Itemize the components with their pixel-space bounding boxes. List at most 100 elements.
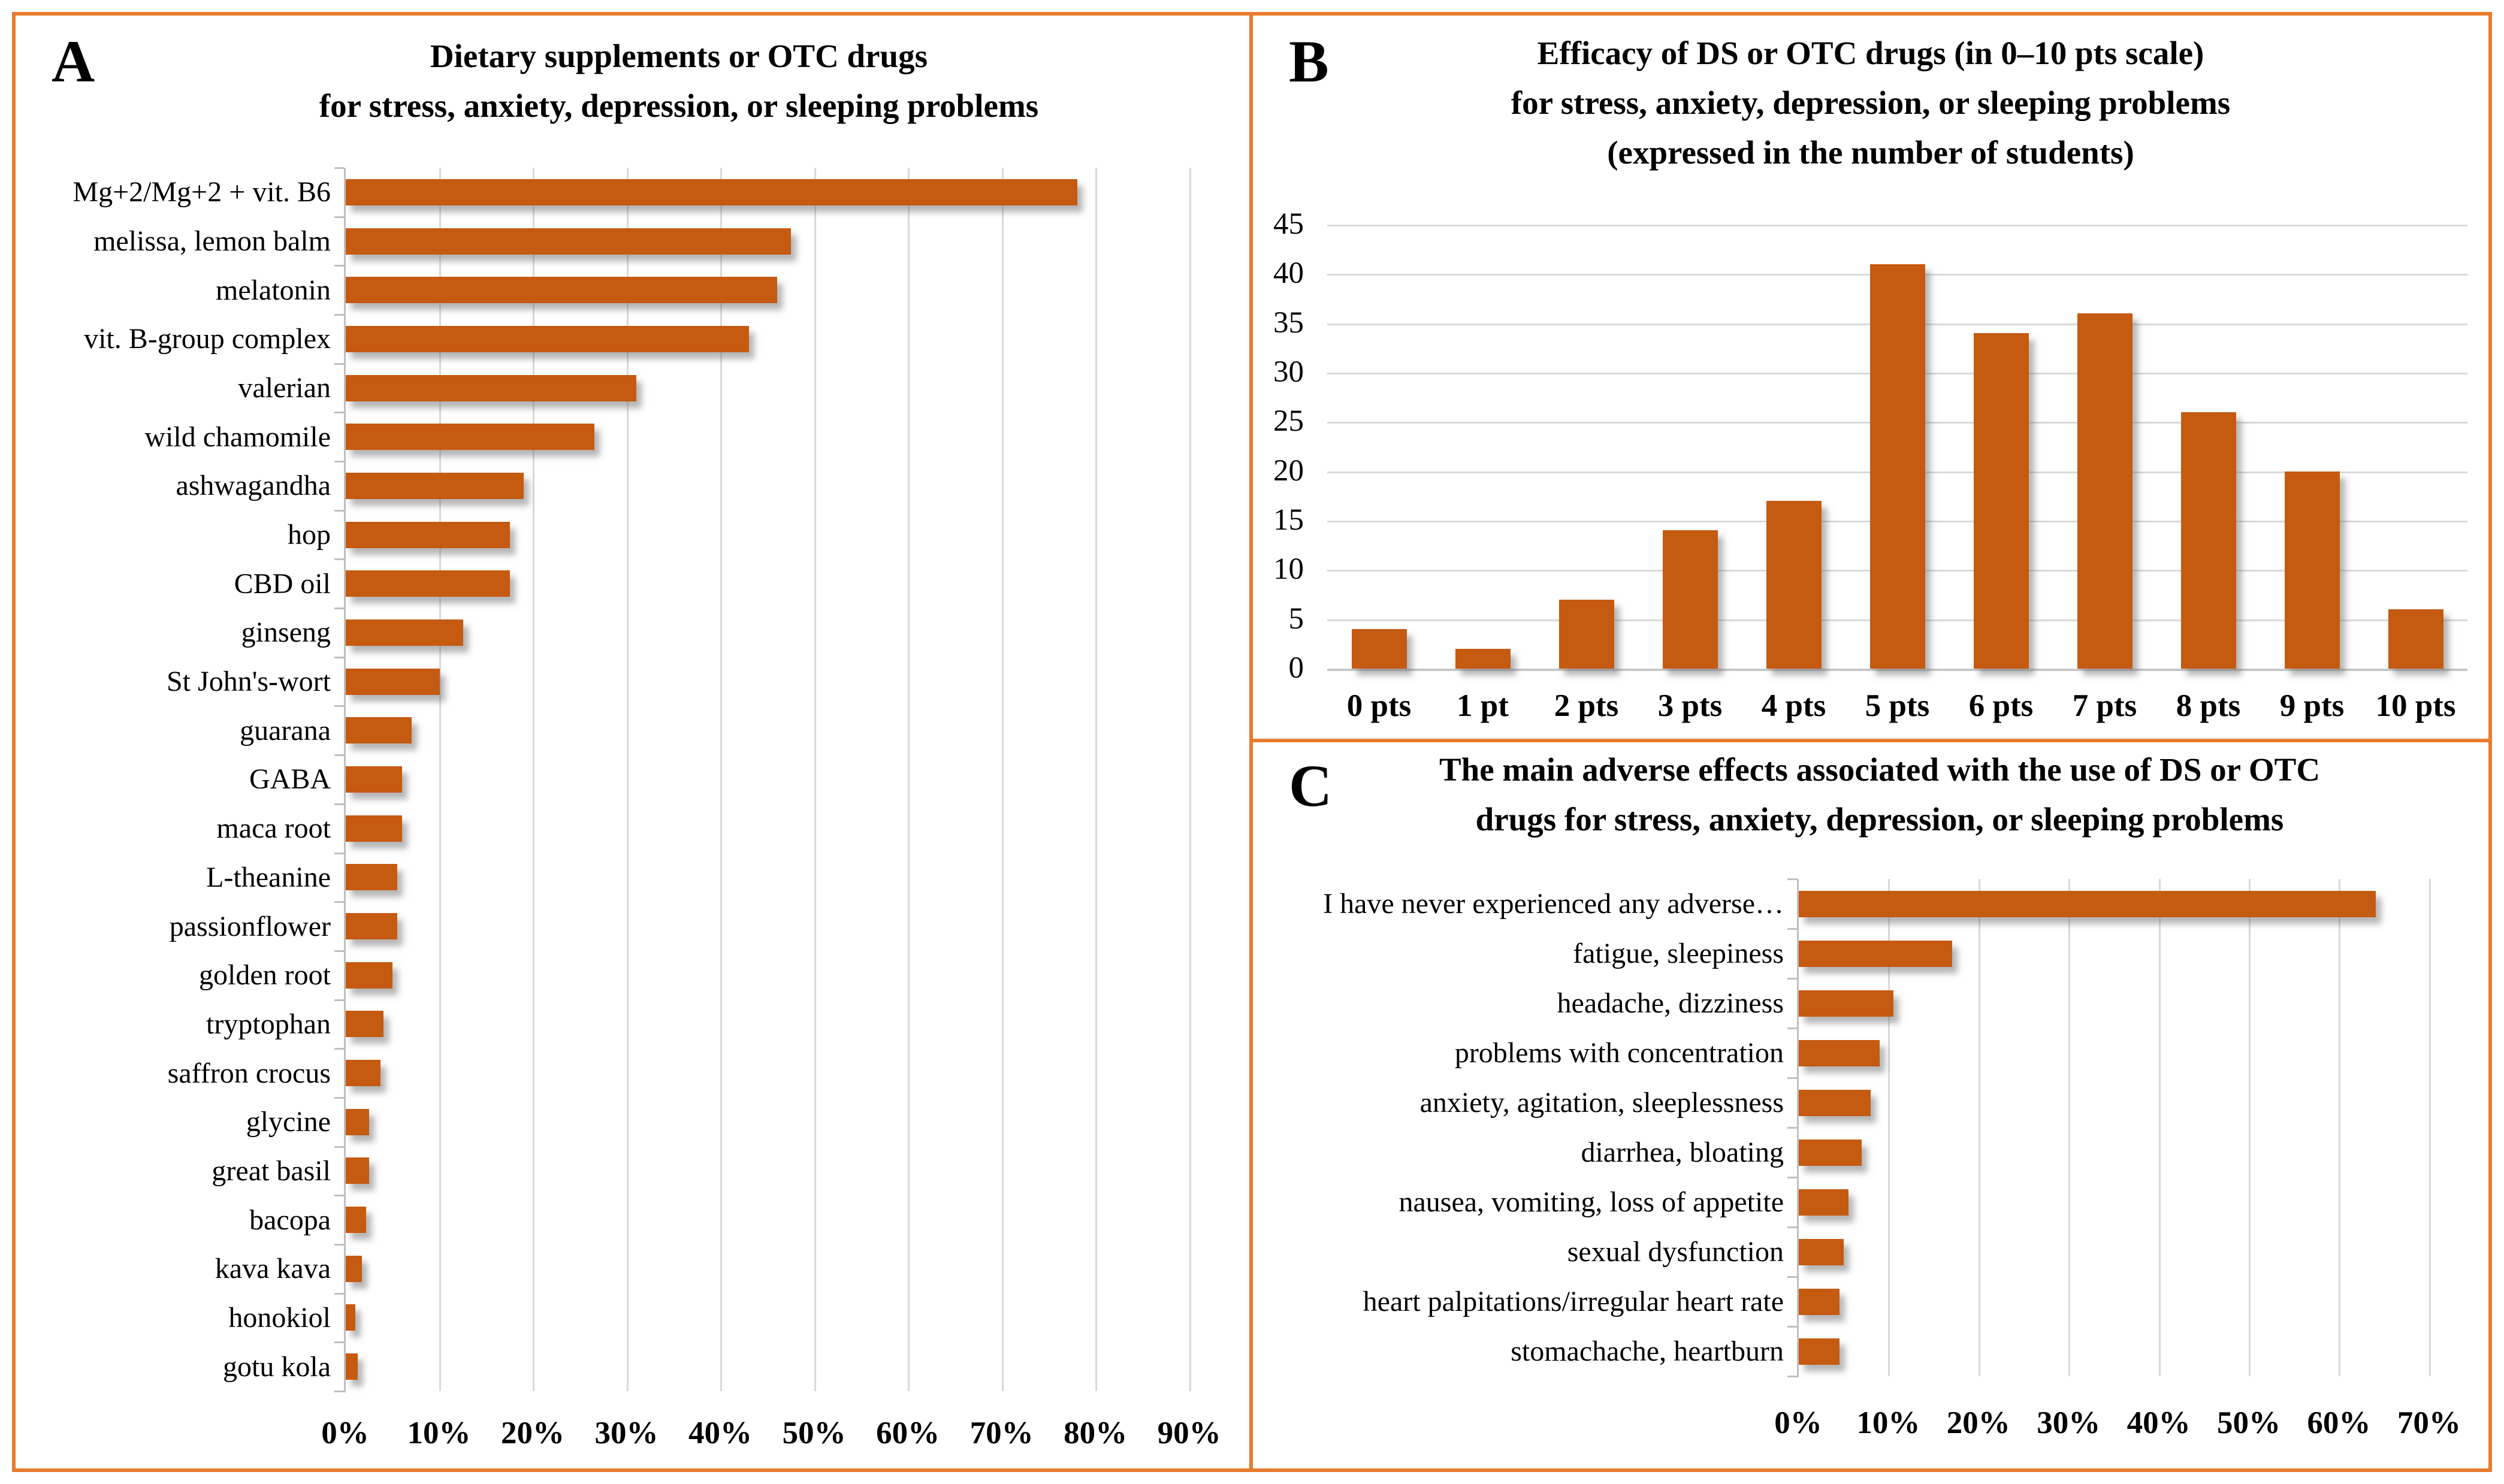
value-bar [1766,501,1822,669]
category-label: L-theanine [206,861,331,893]
x-axis-tick-label: 1 pt [1457,688,1509,723]
category-label: ashwagandha [176,470,331,502]
x-axis-tick-label: 50% [782,1416,846,1450]
category-label: sexual dysfunction [1567,1236,1784,1268]
x-axis-tick-label: 30% [2037,1406,2101,1440]
category-label: kava kava [215,1253,331,1285]
x-axis-tick-label: 6 pts [1968,688,2034,723]
axis-tick-mark [334,167,344,169]
category-label: saffron crocus [167,1057,331,1089]
x-axis-tick-label: 20% [501,1416,565,1450]
value-bar [346,668,440,695]
value-bar [1799,1139,1862,1166]
axis-tick-mark [334,1292,344,1295]
gridline [1001,168,1004,1391]
axis-tick-mark [334,558,344,561]
axis-tick-mark [1787,1226,1797,1228]
axis-tick-mark [334,607,344,610]
value-bar [346,815,402,842]
y-axis-tick-label: 15 [1273,503,1304,537]
value-bar [346,1157,370,1184]
value-bar [1799,1089,1871,1116]
axis-tick-mark [334,852,344,854]
value-bar [1973,333,2029,669]
x-axis-tick-label: 3 pts [1657,688,1723,723]
y-axis-tick-label: 0 [1288,651,1304,685]
figure-frame: A Dietary supplements or OTC drugs for s… [12,12,2492,1472]
value-bar [1351,629,1407,669]
value-bar [1799,1238,1844,1265]
value-bar [1662,530,1718,669]
category-label: headache, dizziness [1557,987,1784,1019]
x-axis-tick-label: 80% [1064,1416,1128,1450]
axis-tick-mark [334,705,344,708]
category-label: GABA [249,763,331,796]
y-axis-line [344,168,346,1392]
value-bar [1799,890,2376,917]
category-label: Mg+2/Mg+2 + vit. B6 [73,176,331,208]
y-axis-tick-label: 25 [1273,404,1304,439]
y-axis-tick-label: 5 [1288,602,1304,636]
axis-tick-mark [334,314,344,316]
category-label: nausea, vomiting, loss of appetite [1399,1186,1784,1218]
x-axis-tick-label: 5 pts [1865,688,1930,723]
axis-tick-mark [334,999,344,1001]
y-axis-tick-label: 20 [1273,454,1304,488]
value-bar [1799,990,1893,1017]
axis-tick-mark [334,1391,344,1392]
value-bar [346,1255,362,1282]
value-bar [2388,609,2443,669]
x-axis-tick-label: 0% [321,1416,369,1450]
category-label: CBD oil [234,567,331,600]
axis-tick-mark [334,754,344,757]
value-bar [2180,412,2236,669]
value-bar [346,1353,358,1380]
axis-tick-mark [1787,1376,1797,1377]
x-axis-tick-label: 90% [1157,1416,1221,1450]
axis-tick-mark [334,509,344,512]
panel-a-title-line1: Dietary supplements or OTC drugs [430,38,928,74]
panel-c-title-line2: drugs for stress, anxiety, depression, o… [1475,801,2284,838]
y-axis-tick-label: 10 [1273,552,1304,587]
x-axis-tick-label: 60% [2307,1406,2371,1440]
value-bar [346,1207,367,1234]
value-bar [346,374,637,401]
gridline [533,168,535,1391]
axis-tick-mark [334,1243,344,1246]
y-axis-tick-label: 45 [1273,207,1304,241]
category-label: honokiol [228,1301,331,1334]
value-bar [346,864,398,891]
panel-a-title-line2: for stress, anxiety, depression, or slee… [319,87,1039,124]
gridline [1888,879,1890,1376]
axis-tick-mark [334,216,344,218]
panel-c-letter: C [1289,752,1333,819]
axis-tick-mark [1787,978,1797,980]
axis-tick-mark [334,412,344,414]
axis-tick-mark [334,950,344,952]
value-bar [1869,264,1925,669]
category-label: ginseng [241,616,331,649]
x-axis-tick-label: 8 pts [2176,688,2241,723]
category-label: guarana [240,714,331,746]
category-label: fatigue, sleepiness [1573,938,1784,969]
value-bar [1558,599,1614,669]
axis-tick-mark [1787,928,1797,930]
axis-tick-mark [1787,1027,1797,1029]
x-axis-tick-label: 4 pts [1761,688,1826,723]
x-axis-tick-label: 30% [594,1416,659,1450]
x-axis-tick-label: 0 pts [1346,688,1412,723]
category-label: golden root [199,959,331,992]
axis-tick-mark [334,656,344,658]
value-bar [2284,471,2340,669]
value-bar [1799,1189,1848,1216]
axis-tick-mark [1787,878,1797,880]
axis-tick-mark [334,1096,344,1099]
value-bar [1799,1288,1840,1315]
value-bar [346,1108,370,1135]
x-axis-tick-label: 20% [1946,1406,2010,1440]
value-bar [346,717,412,744]
axis-tick-mark [334,1341,344,1344]
category-label: diarrhea, bloating [1581,1137,1784,1168]
category-label: problems with concentration [1454,1037,1784,1069]
axis-tick-mark [1787,1177,1797,1178]
